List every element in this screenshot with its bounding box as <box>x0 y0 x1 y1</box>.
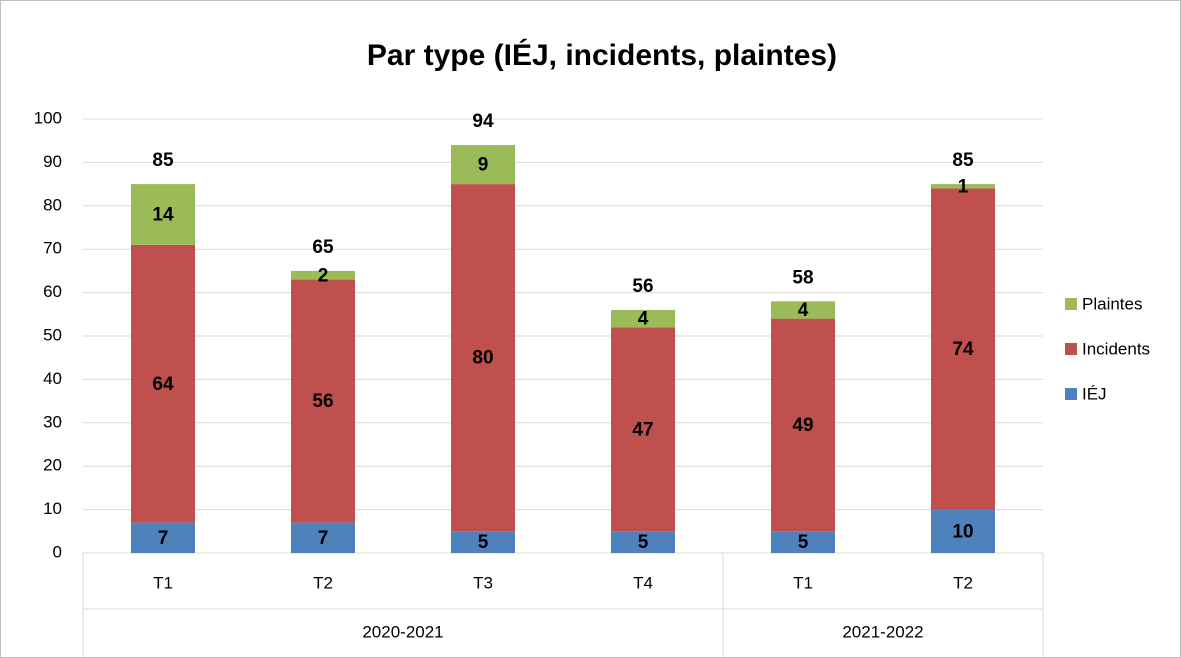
bar-segment <box>771 318 835 532</box>
legend-label: IÉJ <box>1082 384 1107 403</box>
bar-segment <box>931 184 995 189</box>
total-label: 65 <box>312 237 334 258</box>
y-tick-label: 50 <box>43 325 62 344</box>
legend-label: Incidents <box>1082 339 1150 358</box>
total-label: 85 <box>952 150 974 171</box>
y-tick-label: 10 <box>43 499 62 518</box>
bar-segment <box>131 522 195 553</box>
bar-segment <box>131 184 195 245</box>
data-label: 14 <box>152 204 174 225</box>
data-label: 49 <box>792 415 813 436</box>
bar-segment <box>771 531 835 553</box>
data-label: 1 <box>958 176 969 197</box>
bar-segment <box>451 184 515 532</box>
data-label: 5 <box>638 532 649 553</box>
bar-segment <box>931 509 995 553</box>
data-label: 4 <box>798 300 809 321</box>
legend-label: Plaintes <box>1082 294 1142 313</box>
y-tick-label: 0 <box>53 542 62 561</box>
bar-segment <box>771 301 835 319</box>
bar-segment <box>291 270 355 280</box>
data-label: 4 <box>638 309 649 330</box>
bar-segment <box>451 531 515 553</box>
legend-swatch <box>1065 298 1077 310</box>
y-tick-label: 20 <box>43 456 62 475</box>
bar-segment <box>611 531 675 553</box>
total-label: 85 <box>152 150 174 171</box>
y-tick-label: 80 <box>43 195 62 214</box>
group-label: 2021-2022 <box>842 622 923 641</box>
bar-segment <box>611 309 675 328</box>
bar-segment <box>291 522 355 553</box>
legend-swatch <box>1065 343 1077 355</box>
data-label: 7 <box>158 528 169 549</box>
data-label: 7 <box>318 528 329 549</box>
y-tick-label: 60 <box>43 282 62 301</box>
data-label: 5 <box>798 532 809 553</box>
y-tick-label: 100 <box>34 108 62 127</box>
data-label: 80 <box>472 348 493 369</box>
y-tick-label: 90 <box>43 152 62 171</box>
x-tick-label: T2 <box>953 573 973 592</box>
legend-swatch <box>1065 388 1077 400</box>
x-tick-label: T4 <box>633 573 653 592</box>
x-tick-label: T3 <box>473 573 493 592</box>
data-label: 10 <box>952 521 973 542</box>
data-label: 47 <box>632 419 653 440</box>
total-label: 56 <box>632 276 653 297</box>
x-tick-label: T2 <box>313 573 333 592</box>
bar-segment <box>611 327 675 532</box>
bar-segment <box>931 188 995 510</box>
data-label: 64 <box>152 374 174 395</box>
bar-segment <box>451 145 515 185</box>
y-tick-label: 40 <box>43 369 62 388</box>
x-tick-label: T1 <box>793 573 813 592</box>
bar-segment <box>131 244 195 523</box>
bar-segment <box>291 279 355 523</box>
y-tick-label: 30 <box>43 412 62 431</box>
data-label: 2 <box>318 265 329 286</box>
data-label: 56 <box>312 391 333 412</box>
total-label: 58 <box>792 267 813 288</box>
data-label: 74 <box>952 339 974 360</box>
group-label: 2020-2021 <box>362 622 443 641</box>
chart-title: Par type (IÉJ, incidents, plaintes) <box>367 38 837 72</box>
data-label: 5 <box>478 532 489 553</box>
total-label: 94 <box>472 111 494 132</box>
data-label: 9 <box>478 155 489 176</box>
y-tick-label: 70 <box>43 239 62 258</box>
x-tick-label: T1 <box>153 573 173 592</box>
